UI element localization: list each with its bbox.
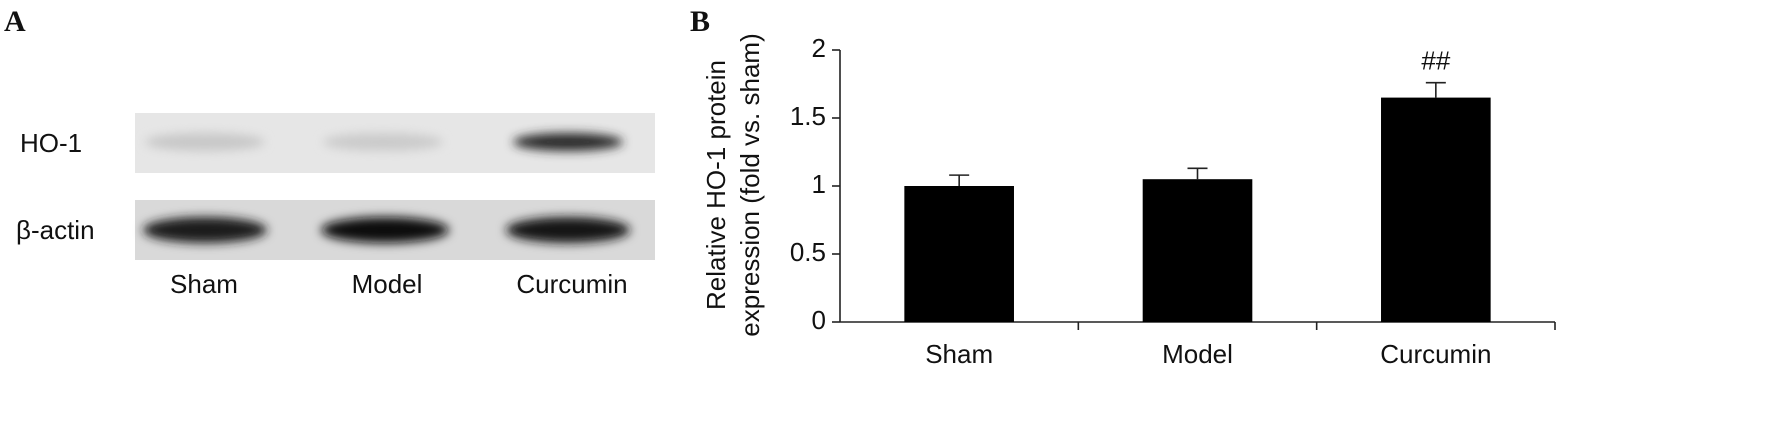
x-tick-label: Curcumin: [1380, 339, 1491, 369]
y-axis-label: Relative HO-1 protein: [701, 60, 731, 310]
band: [513, 133, 623, 151]
y-tick-label: 0: [812, 305, 826, 335]
panel-label: A: [4, 5, 26, 38]
lane-label: Sham: [170, 269, 238, 299]
annotation: ##: [1421, 46, 1450, 76]
y-tick-label: 1.5: [790, 101, 826, 131]
bar: [1381, 97, 1491, 322]
x-tick-label: Sham: [925, 339, 993, 369]
band: [321, 217, 449, 243]
row-label: HO-1: [20, 128, 82, 158]
lane-label: Curcumin: [516, 269, 627, 299]
blot-bands: [143, 133, 630, 243]
band: [506, 217, 630, 243]
band: [323, 133, 443, 151]
x-tick-label: Model: [1162, 339, 1233, 369]
y-tick-label: 2: [812, 33, 826, 63]
row-label: β-actin: [16, 215, 95, 245]
panel-label: B: [690, 5, 710, 38]
band: [145, 133, 265, 151]
y-axis-label: expression (fold vs. sham): [735, 33, 765, 336]
y-tick-label: 0.5: [790, 237, 826, 267]
lane-label: Model: [352, 269, 423, 299]
bar: [904, 186, 1014, 322]
band: [143, 217, 267, 243]
bar: [1142, 179, 1253, 322]
y-tick-label: 1: [812, 169, 826, 199]
